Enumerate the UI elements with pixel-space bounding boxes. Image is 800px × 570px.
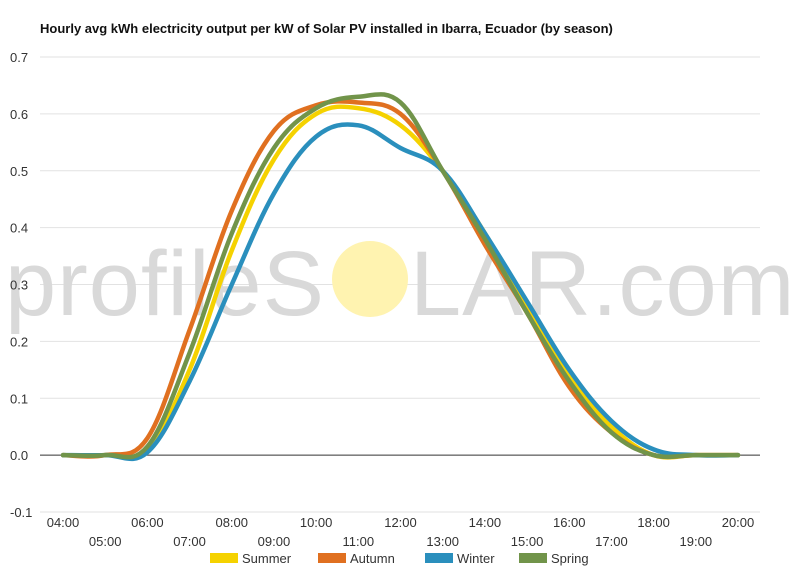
- watermark-text-right: LAR.com: [410, 233, 795, 335]
- y-tick-label: -0.1: [10, 505, 32, 520]
- grid-lines: [40, 56, 760, 513]
- legend-label-spring: Spring: [551, 551, 589, 566]
- x-tick-label: 10:00: [300, 515, 333, 530]
- y-tick-label: 0.5: [10, 164, 28, 179]
- x-tick-label: 15:00: [511, 534, 544, 549]
- y-tick-label: 0.0: [10, 448, 28, 463]
- chart-title: Hourly avg kWh electricity output per kW…: [40, 21, 613, 36]
- x-tick-label: 06:00: [131, 515, 164, 530]
- x-tick-label: 05:00: [89, 534, 122, 549]
- y-tick-label: 0.1: [10, 391, 28, 406]
- y-tick-label: 0.2: [10, 334, 28, 349]
- x-tick-label: 07:00: [173, 534, 206, 549]
- x-tick-label: 18:00: [637, 515, 670, 530]
- x-tick-label: 20:00: [722, 515, 755, 530]
- x-tick-label: 13:00: [426, 534, 459, 549]
- legend-swatch-winter: [425, 553, 453, 563]
- watermark: profileS LAR.com: [5, 233, 795, 335]
- axes: -0.1 0.0 0.1 0.2 0.3 0.4 0.5 0.6 0.7 04:00 05:00 06…: [10, 50, 760, 549]
- x-tick-label: 17:00: [595, 534, 628, 549]
- legend-label-winter: Winter: [457, 551, 495, 566]
- x-tick-label: 14:00: [469, 515, 502, 530]
- y-tick-label: 0.7: [10, 50, 28, 65]
- x-tick-label: 11:00: [343, 534, 375, 549]
- series-line-spring: [60, 92, 741, 460]
- watermark-text-left: profileS: [5, 233, 325, 335]
- y-tick-label: 0.6: [10, 107, 28, 122]
- x-tick-label: 16:00: [553, 515, 586, 530]
- legend-label-autumn: Autumn: [350, 551, 395, 566]
- legend: Summer Autumn Winter Spring: [210, 551, 589, 566]
- y-tick-label: 0.4: [10, 221, 28, 236]
- legend-swatch-summer: [210, 553, 238, 563]
- x-tick-label: 19:00: [680, 534, 713, 549]
- legend-swatch-spring: [519, 553, 547, 563]
- x-tick-label: 09:00: [258, 534, 291, 549]
- series-line-winter: [60, 122, 741, 462]
- legend-swatch-autumn: [318, 553, 346, 563]
- x-tick-label: 08:00: [215, 515, 248, 530]
- x-tick-label: 04:00: [47, 515, 80, 530]
- y-tick-label: 0.3: [10, 278, 28, 293]
- x-tick-label: 12:00: [384, 515, 417, 530]
- series-line-summer: [60, 104, 741, 460]
- legend-label-summer: Summer: [242, 551, 292, 566]
- series-lines: [60, 92, 741, 462]
- watermark-sun-icon: [332, 241, 408, 317]
